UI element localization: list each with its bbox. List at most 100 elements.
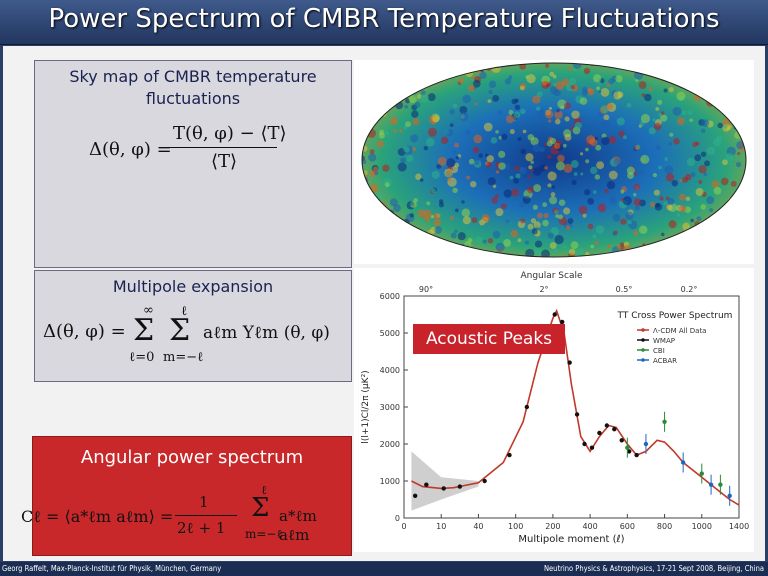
cmb-speckle bbox=[600, 119, 610, 129]
cmb-speckle bbox=[584, 189, 591, 196]
cmb-speckle bbox=[515, 173, 521, 179]
cmb-speckle bbox=[653, 122, 662, 131]
cmb-speckle bbox=[549, 242, 557, 249]
cmb-speckle bbox=[638, 81, 647, 90]
cmb-speckle bbox=[532, 204, 538, 210]
cmb-speckle bbox=[681, 110, 687, 116]
cmb-speckle bbox=[564, 116, 570, 122]
cmb-speckle bbox=[648, 86, 654, 92]
cmb-speckle bbox=[552, 74, 557, 79]
cmb-speckle bbox=[548, 106, 553, 110]
cmb-speckle bbox=[514, 98, 519, 103]
cmb-speckle bbox=[571, 179, 577, 185]
cmb-speckle bbox=[498, 150, 506, 159]
sum2-sigma: Σ bbox=[169, 313, 191, 348]
cmb-speckle bbox=[495, 170, 500, 174]
cmb-speckle bbox=[433, 218, 442, 227]
cmb-speckle bbox=[527, 174, 532, 179]
cmb-speckle bbox=[704, 160, 711, 167]
cmb-speckle bbox=[568, 248, 576, 256]
cmb-speckle bbox=[505, 114, 515, 124]
cmb-speckle bbox=[583, 67, 591, 75]
cmb-speckle bbox=[628, 220, 632, 225]
cmb-speckle bbox=[416, 94, 422, 99]
data-point-wmap bbox=[567, 360, 572, 365]
cmb-speckle bbox=[695, 141, 700, 146]
cmb-speckle bbox=[495, 130, 499, 134]
cmb-speckle bbox=[472, 79, 481, 88]
cmb-speckle bbox=[582, 86, 588, 93]
cmb-speckle bbox=[495, 208, 504, 217]
cmb-speckle bbox=[455, 155, 459, 160]
power-frac-num: 1 bbox=[199, 493, 209, 511]
slide-title: Power Spectrum of CMBR Temperature Fluct… bbox=[48, 4, 720, 34]
cmb-speckle bbox=[534, 240, 543, 248]
cmb-speckle bbox=[414, 101, 421, 108]
cmb-speckle bbox=[585, 147, 589, 152]
data-point-acbar bbox=[708, 482, 714, 487]
cmb-speckle bbox=[514, 165, 520, 172]
legend-entry: ACBAR bbox=[653, 357, 677, 365]
cmb-speckle bbox=[510, 229, 519, 238]
cmb-speckle bbox=[498, 136, 502, 140]
cmb-speckle bbox=[533, 221, 541, 229]
cmb-speckle bbox=[427, 93, 436, 102]
cmb-speckle bbox=[603, 114, 610, 121]
cmb-speckle bbox=[616, 117, 625, 126]
cmb-speckle bbox=[536, 212, 543, 219]
cmb-speckle bbox=[703, 172, 708, 177]
cmb-speckle bbox=[423, 209, 432, 218]
cmb-speckle bbox=[541, 249, 550, 257]
cmb-speckle bbox=[668, 86, 674, 93]
cmb-speckle bbox=[730, 180, 737, 187]
cmb-speckle bbox=[462, 216, 471, 225]
cmb-speckle bbox=[595, 225, 605, 234]
cmb-speckle bbox=[722, 159, 728, 166]
cmb-speckle bbox=[409, 201, 414, 206]
cmb-speckle bbox=[544, 110, 554, 119]
cmb-speckle bbox=[663, 201, 668, 206]
cmb-speckle bbox=[666, 204, 673, 211]
cmb-speckle bbox=[587, 197, 595, 205]
top-tick-label: 0.5° bbox=[616, 285, 633, 294]
cmb-speckle bbox=[593, 74, 602, 83]
delta-denominator: ⟨T⟩ bbox=[211, 151, 238, 172]
cmb-speckle bbox=[706, 146, 716, 156]
data-point-wmap bbox=[559, 319, 565, 325]
sum1-top: ∞ bbox=[143, 303, 154, 318]
cmb-speckle bbox=[503, 189, 512, 198]
cmb-speckle bbox=[682, 222, 690, 231]
cmb-speckle bbox=[735, 161, 742, 168]
top-tick-label: 0.2° bbox=[681, 285, 698, 294]
power-frac-den: 2ℓ + 1 bbox=[177, 519, 226, 537]
fraction-bar bbox=[169, 147, 277, 148]
legend-marker bbox=[641, 328, 645, 332]
cmb-speckle bbox=[426, 201, 431, 206]
cmb-speckle bbox=[513, 111, 521, 119]
data-point-wmap bbox=[482, 478, 487, 484]
cmb-speckle bbox=[686, 157, 695, 167]
cmb-speckle bbox=[663, 88, 668, 93]
cmb-speckle bbox=[638, 225, 648, 234]
cmb-speckle bbox=[369, 149, 375, 155]
cmb-speckle bbox=[452, 187, 458, 194]
cmb-speckle bbox=[626, 166, 635, 175]
cmb-speckle bbox=[594, 174, 601, 180]
cmb-speckle bbox=[679, 178, 683, 183]
cmb-speckle bbox=[698, 165, 707, 174]
cmb-speckle bbox=[669, 132, 674, 137]
cmb-speckle bbox=[563, 163, 573, 173]
data-point-wmap bbox=[612, 427, 617, 432]
cmb-speckle bbox=[542, 219, 549, 227]
cmb-speckle bbox=[420, 93, 429, 103]
legend-marker bbox=[641, 348, 645, 352]
cmb-speckle bbox=[625, 211, 634, 221]
cmb-speckle bbox=[458, 77, 464, 84]
cmb-speckle bbox=[598, 81, 602, 86]
cmb-speckle bbox=[403, 125, 408, 130]
cmb-speckle bbox=[700, 151, 707, 157]
top-tick-label: 2° bbox=[539, 285, 548, 294]
cmb-speckle bbox=[449, 215, 454, 221]
cmb-speckle bbox=[378, 129, 385, 135]
legend-marker bbox=[641, 358, 645, 362]
